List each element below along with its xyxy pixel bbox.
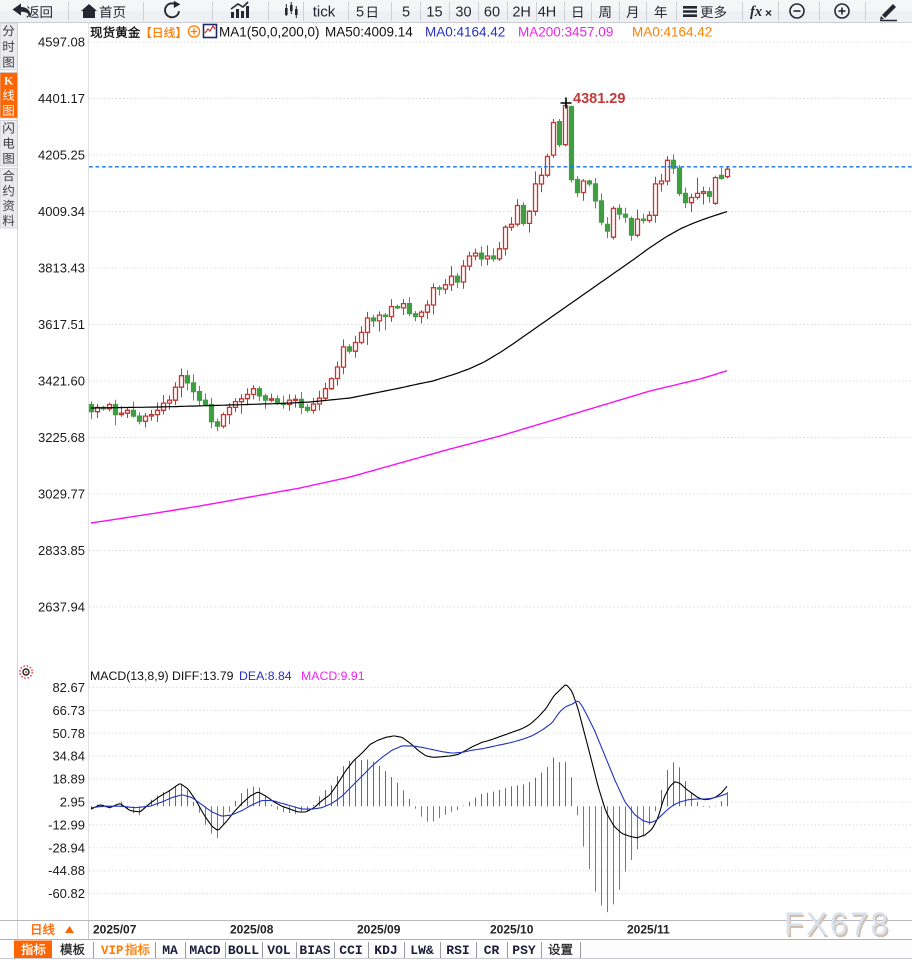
svg-text:MACD:9.91: MACD:9.91	[301, 669, 365, 683]
svg-text:MA50:4009.14: MA50:4009.14	[325, 25, 413, 40]
svg-text:KDJ: KDJ	[374, 943, 397, 958]
svg-text:30: 30	[455, 5, 471, 21]
svg-text:5: 5	[402, 5, 410, 21]
svg-text:2025/09: 2025/09	[357, 923, 401, 937]
svg-text:2833.85: 2833.85	[38, 543, 85, 558]
svg-text:MA200:3457.09: MA200:3457.09	[518, 25, 613, 40]
svg-text:×: ×	[765, 6, 772, 20]
svg-text:34.84: 34.84	[52, 749, 85, 764]
svg-text:60: 60	[484, 5, 500, 21]
svg-text:2H: 2H	[512, 5, 531, 21]
svg-text:-12.99: -12.99	[48, 817, 85, 832]
svg-text:MACD: MACD	[189, 943, 220, 958]
svg-text:BIAS: BIAS	[299, 943, 330, 958]
svg-text:50.78: 50.78	[52, 726, 85, 741]
svg-text:CCI: CCI	[339, 943, 362, 958]
svg-text:3617.51: 3617.51	[38, 317, 85, 332]
svg-text:4401.17: 4401.17	[38, 91, 85, 106]
svg-text:4009.34: 4009.34	[38, 204, 85, 219]
svg-text:3225.68: 3225.68	[38, 430, 85, 445]
svg-text:2.95: 2.95	[60, 795, 85, 810]
svg-text:tick: tick	[313, 4, 336, 21]
svg-text:FX678: FX678	[784, 906, 891, 942]
svg-text:-60.82: -60.82	[48, 886, 85, 901]
svg-text:PSY: PSY	[512, 943, 536, 958]
svg-text:2025/07: 2025/07	[93, 923, 137, 937]
svg-text:82.67: 82.67	[52, 680, 85, 695]
svg-text:-44.88: -44.88	[48, 863, 85, 878]
svg-text:MA: MA	[162, 943, 178, 958]
svg-text:3421.60: 3421.60	[38, 374, 85, 389]
svg-text:DIFF:13.79: DIFF:13.79	[172, 669, 234, 683]
svg-text:-28.94: -28.94	[48, 840, 85, 855]
svg-text:3813.43: 3813.43	[38, 261, 85, 276]
svg-text:LW&: LW&	[410, 943, 434, 958]
svg-text:MA0:4164.42: MA0:4164.42	[425, 25, 505, 40]
svg-text:15: 15	[426, 5, 442, 21]
svg-text:18.89: 18.89	[52, 772, 85, 787]
svg-text:2025/10: 2025/10	[490, 923, 534, 937]
svg-text:4597.08: 4597.08	[38, 35, 85, 50]
svg-text:2637.94: 2637.94	[38, 600, 85, 615]
svg-text:MACD(13,8,9): MACD(13,8,9)	[90, 669, 169, 683]
svg-text:4205.25: 4205.25	[38, 148, 85, 163]
svg-text:K: K	[4, 74, 14, 88]
svg-text:MA0:4164.42: MA0:4164.42	[632, 25, 712, 40]
svg-text:CR: CR	[484, 943, 500, 958]
svg-text:FX678: FX678	[786, 908, 893, 944]
svg-text:5: 5	[356, 5, 364, 21]
svg-text:RSI: RSI	[446, 943, 469, 958]
svg-text:VOL: VOL	[267, 943, 291, 958]
svg-text:3029.77: 3029.77	[38, 487, 85, 502]
svg-text:2025/11: 2025/11	[627, 923, 670, 937]
svg-text:MA1(50,0,200,0): MA1(50,0,200,0)	[219, 25, 320, 40]
svg-text:66.73: 66.73	[52, 703, 85, 718]
svg-text:VIP: VIP	[101, 944, 124, 958]
svg-text:fx: fx	[750, 4, 762, 20]
svg-text:2025/08: 2025/08	[230, 923, 274, 937]
svg-text:4H: 4H	[538, 5, 557, 21]
svg-text:BOLL: BOLL	[228, 943, 259, 958]
svg-text:4381.29: 4381.29	[573, 91, 625, 107]
svg-text:DEA:8.84: DEA:8.84	[239, 669, 292, 683]
